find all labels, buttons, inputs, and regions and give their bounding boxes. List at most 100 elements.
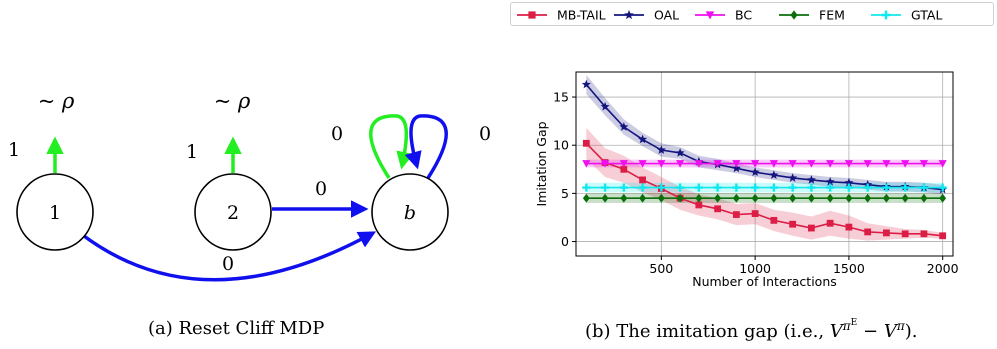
y-tick-label: 15 <box>553 90 569 105</box>
legend-marker-fem <box>790 10 798 20</box>
legend-label-gtal: GTAL <box>911 8 942 23</box>
legend-label-mb-tail: MB-TAIL <box>557 8 606 23</box>
point-bc <box>751 160 760 168</box>
point-gtal <box>619 183 628 192</box>
x-tick-label: 1000 <box>739 261 771 276</box>
point-gtal <box>769 183 778 192</box>
edge-2-to-b-reward: 0 <box>315 178 327 200</box>
point-gtal <box>938 183 947 192</box>
caption-b-suffix: ). <box>904 321 918 342</box>
point-mb-tail <box>807 224 815 232</box>
point-gtal <box>844 183 853 192</box>
formula-pi-expert: π <box>842 319 851 333</box>
y-tick-label: 10 <box>553 138 569 153</box>
point-oal <box>638 134 648 144</box>
point-gtal <box>582 183 591 192</box>
caption-b-formula: VπE − Vπ <box>829 318 905 342</box>
point-gtal <box>863 183 872 192</box>
point-fem <box>620 193 628 203</box>
point-mb-tail <box>826 219 834 227</box>
formula-v-2: V <box>883 321 897 342</box>
state-2-node <box>194 173 272 251</box>
self-loop-blue <box>404 114 448 179</box>
point-mb-tail <box>789 220 797 228</box>
point-fem <box>920 193 928 203</box>
reset-reward-2: 1 <box>186 141 198 163</box>
legend-marker-bc <box>705 11 715 20</box>
reset-dist-label-1: ~ ρ <box>38 89 75 113</box>
point-bc <box>657 160 666 168</box>
x-tick-label: 2000 <box>927 261 959 276</box>
point-fem <box>732 193 740 203</box>
point-gtal <box>807 183 816 192</box>
point-fem <box>883 193 890 203</box>
point-gtal <box>638 183 647 192</box>
point-oal <box>581 79 591 89</box>
point-bc <box>713 160 722 168</box>
point-fem <box>751 193 759 203</box>
point-bc <box>938 160 947 168</box>
point-gtal <box>694 183 703 192</box>
formula-expert: E <box>850 318 858 328</box>
formula-v: V <box>829 321 843 342</box>
point-fem <box>864 193 872 203</box>
point-gtal <box>882 183 891 192</box>
point-bc <box>582 160 591 168</box>
point-gtal <box>901 183 910 192</box>
chart-legend: MB-TAIL OAL BC FEM GTAL <box>510 2 994 26</box>
point-fem <box>657 193 665 203</box>
state-b-label: b <box>404 202 416 224</box>
point-gtal <box>788 183 797 192</box>
x-tick-label: 500 <box>649 261 673 276</box>
point-gtal <box>919 183 929 192</box>
point-bc <box>600 160 610 168</box>
point-mb-tail <box>920 230 928 238</box>
point-gtal <box>751 183 760 192</box>
point-gtal <box>826 183 835 192</box>
point-mb-tail <box>732 211 740 218</box>
point-mb-tail <box>751 210 759 218</box>
point-oal <box>731 163 741 173</box>
point-mb-tail <box>639 176 646 184</box>
state-1-label: 1 <box>49 202 61 224</box>
point-mb-tail <box>939 232 947 240</box>
state-b-node <box>371 173 449 251</box>
point-gtal <box>713 183 722 192</box>
y-axis-label: Imitation Gap <box>534 121 549 206</box>
state-1-node <box>16 173 94 251</box>
legend-label-oal: OAL <box>654 8 679 23</box>
reset-reward-1: 1 <box>8 139 20 161</box>
point-fem <box>601 193 609 203</box>
point-fem <box>807 193 815 203</box>
self-loop-blue-reward: 0 <box>479 123 491 145</box>
series-line-oal <box>585 84 943 191</box>
x-tick-label: 1500 <box>833 261 865 276</box>
point-oal <box>675 148 685 157</box>
edge-1-to-b-reward: 0 <box>222 253 234 275</box>
point-mb-tail <box>582 139 590 147</box>
caption-b-prefix: (b) The imitation gap (i.e., <box>585 321 830 342</box>
point-gtal <box>676 183 685 192</box>
point-fem <box>639 193 646 203</box>
point-fem <box>901 193 909 203</box>
point-bc <box>676 160 685 168</box>
edge-1-to-b <box>82 231 377 282</box>
point-oal <box>656 145 666 154</box>
point-bc <box>694 160 703 168</box>
point-bc <box>807 160 816 168</box>
point-oal <box>600 101 610 111</box>
point-mb-tail <box>864 228 872 236</box>
point-bc <box>788 160 797 168</box>
self-loop-green-reward: 0 <box>331 123 343 145</box>
point-bc <box>844 160 853 168</box>
point-mb-tail <box>845 223 853 231</box>
point-fem <box>582 193 590 203</box>
point-oal <box>806 175 816 184</box>
point-fem <box>845 193 853 203</box>
point-oal <box>825 177 835 186</box>
legend-marker-mb-tail <box>528 11 536 19</box>
point-gtal <box>657 183 666 192</box>
legend-marker-gtal <box>881 10 891 20</box>
formula-minus: − <box>862 321 879 342</box>
point-bc <box>732 160 741 168</box>
